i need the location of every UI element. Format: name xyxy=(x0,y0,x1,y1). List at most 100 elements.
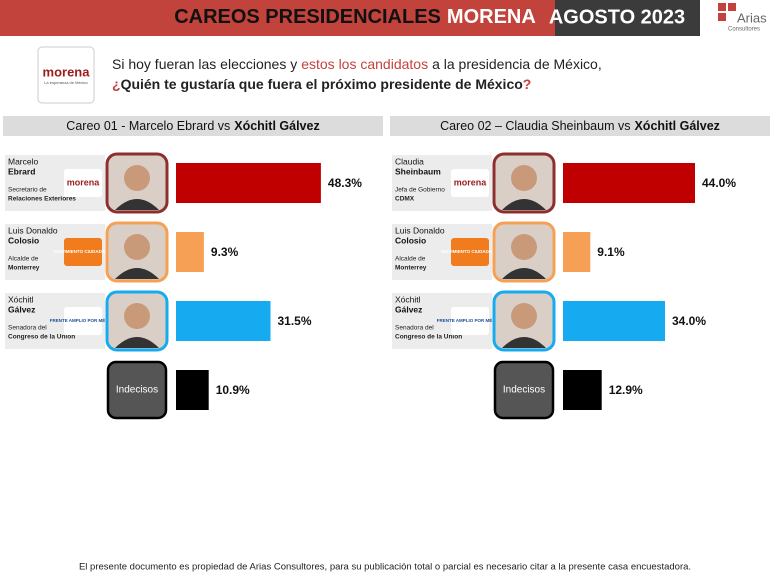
candidate-office: Congreso de la Unión xyxy=(8,334,75,341)
question-text: a la presidencia de México, xyxy=(432,56,602,72)
value-label: 44.0% xyxy=(702,176,736,190)
undecided-box xyxy=(493,360,555,420)
brand-mark xyxy=(728,3,736,11)
party-logo-box xyxy=(64,169,102,197)
candidate-last: Ebrard xyxy=(8,166,35,176)
party-logo-box xyxy=(64,307,102,335)
party-logo: MOVIMIENTO CIUDADANO xyxy=(54,249,112,254)
photo-body xyxy=(115,199,159,210)
value-label: 12.9% xyxy=(609,383,643,397)
candidate-first: Claudia xyxy=(395,156,424,166)
photo-body xyxy=(115,268,159,279)
question-text: Si hoy fueran las elecciones y xyxy=(112,56,297,72)
candidate-role: Secretario de xyxy=(8,187,47,194)
footer: El presente documento es propiedad de Ar… xyxy=(79,562,691,573)
question-highlight: estos los candidatos xyxy=(301,56,428,72)
candidate-first: Luis Donaldo xyxy=(395,225,445,235)
morena-logo-sub: La esperanza de México xyxy=(44,80,88,85)
candidate-office: CDMX xyxy=(395,196,415,203)
photo-face xyxy=(124,165,150,191)
candidate-office: Congreso de la Unión xyxy=(395,334,462,341)
party-logo: morena xyxy=(67,177,101,187)
panel-header xyxy=(3,116,383,136)
bar xyxy=(563,301,665,341)
bar xyxy=(176,301,271,341)
brand-mark xyxy=(718,13,726,21)
morena-logo-box xyxy=(37,46,95,104)
question-mark: ¿ xyxy=(112,76,121,92)
candidate-last: Colosio xyxy=(8,235,39,245)
party-logo: morena xyxy=(454,177,488,187)
undecided-label: Indecisos xyxy=(116,385,158,396)
title-emphasis: MORENA xyxy=(447,6,536,28)
party-logo-box xyxy=(64,238,102,266)
party-logo-box xyxy=(451,307,489,335)
panel-title-text: Careo 02 – Claudia Sheinbaum vs xyxy=(440,119,630,133)
candidate-office: Monterrey xyxy=(395,265,427,272)
date-bar xyxy=(555,0,700,36)
photo-face xyxy=(511,165,537,191)
header-date: AGOSTO 2023 xyxy=(549,6,685,28)
panel-title: Careo 01 - Marcelo Ebrard vs Xóchitl Gálv… xyxy=(66,119,319,133)
candidate-first: Luis Donaldo xyxy=(8,225,58,235)
bar xyxy=(176,232,204,272)
candidate-last: Gálvez xyxy=(8,304,35,314)
panel-title-emphasis: Xóchitl Gálvez xyxy=(234,119,319,133)
brand-sub: Consultores xyxy=(728,27,760,33)
panel-header xyxy=(390,116,770,136)
bar xyxy=(563,232,591,272)
candidate-role: Alcalde de xyxy=(395,256,426,263)
candidate-last: Sheinbaum xyxy=(395,166,441,176)
value-label: 34.0% xyxy=(672,314,706,328)
morena-logo: morena xyxy=(43,64,91,79)
candidate-role: Alcalde de xyxy=(8,256,39,263)
photo-body xyxy=(502,337,546,348)
candidate-role: Senadora del xyxy=(8,325,47,332)
candidate-first: Xóchitl xyxy=(395,294,421,304)
party-logo: MOVIMIENTO CIUDADANO xyxy=(441,249,499,254)
panel-title-text: Careo 01 - Marcelo Ebrard vs xyxy=(66,119,230,133)
panel-title-emphasis: Xóchitl Gálvez xyxy=(634,119,719,133)
undecided-label: Indecisos xyxy=(503,385,545,396)
photo-face xyxy=(124,234,150,260)
bar xyxy=(176,370,209,410)
photo-face xyxy=(511,303,537,329)
candidate-last: Gálvez xyxy=(395,304,422,314)
bar xyxy=(563,370,602,410)
candidate-role: Jefa de Gobierno xyxy=(395,187,445,194)
party-logo: FRENTE AMPLIO POR MÉXICO xyxy=(437,316,504,323)
candidate-first: Marcelo xyxy=(8,156,39,166)
candidate-office: Monterrey xyxy=(8,265,40,272)
bar xyxy=(563,163,695,203)
header-bar xyxy=(0,0,555,36)
brand-mark xyxy=(718,3,726,11)
undecided-box xyxy=(106,360,168,420)
value-label: 48.3% xyxy=(328,176,362,190)
party-logo-box xyxy=(451,169,489,197)
candidate-first: Xóchitl xyxy=(8,294,34,304)
photo-body xyxy=(502,199,546,210)
candidate-last: Colosio xyxy=(395,235,426,245)
bar xyxy=(176,163,321,203)
question-mark: ? xyxy=(523,76,532,92)
value-label: 9.1% xyxy=(597,245,625,259)
question-line2: ¿Quién te gustaría que fuera el próximo … xyxy=(112,76,531,92)
photo-body xyxy=(502,268,546,279)
panel-title: Careo 02 – Claudia Sheinbaum vs Xóchitl G… xyxy=(440,119,720,133)
title-text: CAREOS PRESIDENCIALES xyxy=(174,6,441,28)
header-title: CAREOS PRESIDENCIALES MORENA xyxy=(174,6,536,28)
value-label: 31.5% xyxy=(278,314,312,328)
photo-body xyxy=(115,337,159,348)
value-label: 9.3% xyxy=(211,245,239,259)
question-text: Quién te gustaría que fuera el próximo p… xyxy=(121,76,523,92)
candidate-role: Senadora del xyxy=(395,325,434,332)
question-line1: Si hoy fueran las elecciones y estos los … xyxy=(112,56,602,72)
photo-face xyxy=(511,234,537,260)
value-label: 10.9% xyxy=(216,383,250,397)
brand: Arias xyxy=(737,10,767,25)
candidate-office: Relaciones Exteriores xyxy=(8,196,76,203)
party-logo: FRENTE AMPLIO POR MÉXICO xyxy=(50,316,117,323)
